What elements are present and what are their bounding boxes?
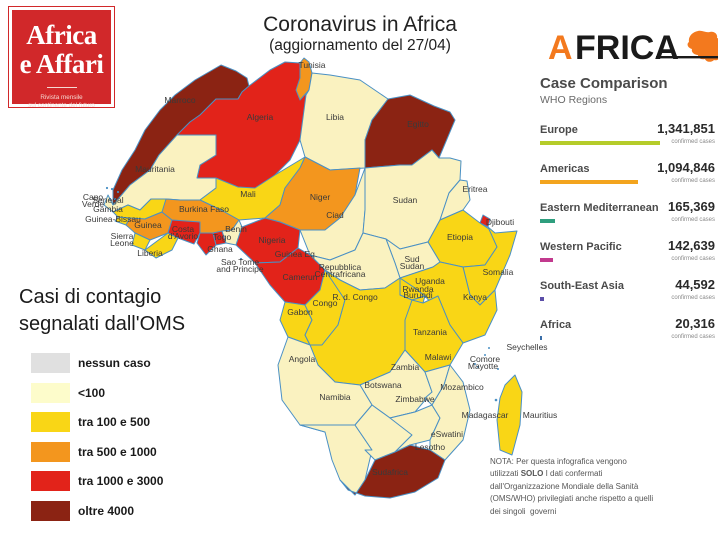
svg-text:Marroco: Marroco [164,95,195,105]
svg-text:Burundi: Burundi [403,290,432,300]
svg-text:Zimbabwe: Zimbabwe [395,394,434,404]
svg-text:Mayotte: Mayotte [468,361,499,371]
svg-text:Gabon: Gabon [287,307,313,317]
svg-text:Djibouti: Djibouti [486,217,514,227]
svg-text:Liberia: Liberia [137,248,163,258]
svg-text:FRICA: FRICA [575,29,679,67]
svg-text:Eritrea: Eritrea [462,184,487,194]
svg-text:R. d. Congo: R. d. Congo [332,292,378,302]
svg-text:Kenya: Kenya [463,292,487,302]
svg-text:d'Avorio: d'Avorio [168,231,199,241]
svg-text:Malawi: Malawi [425,352,452,362]
svg-text:Somalia: Somalia [483,267,514,277]
svg-text:Ciad: Ciad [326,210,344,220]
svg-text:Centrafricana: Centrafricana [314,269,365,279]
svg-text:Guinea-Bissau: Guinea-Bissau [85,214,141,224]
svg-text:Madagascar: Madagascar [462,410,509,420]
svg-text:Guinea: Guinea [134,220,162,230]
svg-text:Ghana: Ghana [207,244,233,254]
svg-text:Namibia: Namibia [319,392,350,402]
svg-text:Mauritania: Mauritania [135,164,175,174]
svg-text:Mali: Mali [240,189,256,199]
svg-text:Angola: Angola [289,354,316,364]
svg-text:Seychelles: Seychelles [506,342,547,352]
svg-text:Libia: Libia [326,112,344,122]
svg-text:Tunisia: Tunisia [298,60,325,70]
svg-text:Tanzania: Tanzania [413,327,447,337]
svg-text:Sudan: Sudan [400,261,425,271]
svg-text:Benin: Benin [225,224,247,234]
svg-text:Niger: Niger [310,192,330,202]
svg-text:Sudafrica: Sudafrica [372,467,408,477]
svg-text:Mauritius: Mauritius [523,410,557,420]
svg-text:Egitto: Egitto [407,119,429,129]
svg-text:Nigeria: Nigeria [259,235,286,245]
svg-text:Zambia: Zambia [391,362,420,372]
svg-text:Mozambico: Mozambico [440,382,484,392]
svg-text:and Principe: and Principe [216,264,264,274]
svg-text:Gambia: Gambia [93,204,123,214]
svg-text:eSwatini: eSwatini [431,429,463,439]
svg-text:Camerun: Camerun [283,272,318,282]
svg-text:Algeria: Algeria [247,112,274,122]
svg-text:Leone: Leone [110,238,134,248]
svg-text:Sudan: Sudan [393,195,418,205]
svg-text:A: A [548,29,573,67]
svg-text:Lesotho: Lesotho [415,442,446,452]
svg-text:Guinea Eq.: Guinea Eq. [275,249,318,259]
svg-text:Botswana: Botswana [364,380,402,390]
svg-text:Etiopia: Etiopia [447,232,473,242]
svg-text:Burkina Faso: Burkina Faso [179,204,229,214]
